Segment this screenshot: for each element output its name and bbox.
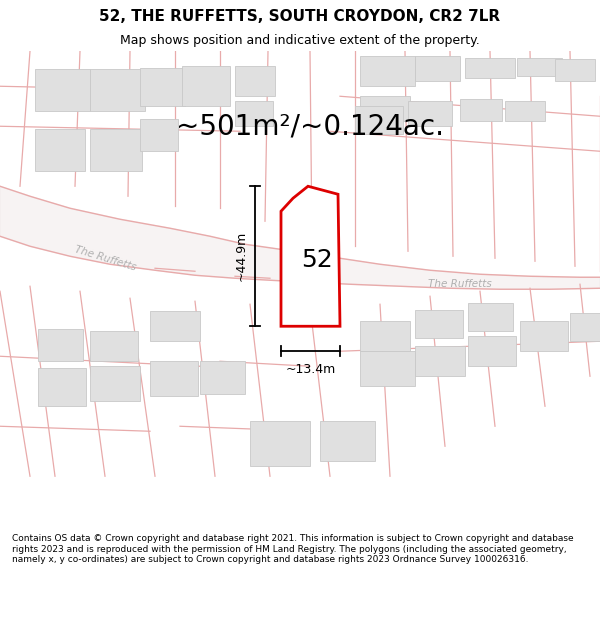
Bar — [555, 59, 595, 81]
Text: 52: 52 — [301, 248, 333, 272]
Text: ~13.4m: ~13.4m — [286, 362, 335, 376]
Bar — [235, 101, 273, 126]
Bar — [360, 321, 410, 351]
Bar — [468, 303, 513, 331]
Bar — [140, 119, 178, 151]
Text: 52, THE RUFFETTS, SOUTH CROYDON, CR2 7LR: 52, THE RUFFETTS, SOUTH CROYDON, CR2 7LR — [100, 9, 500, 24]
Bar — [150, 311, 200, 341]
Bar — [90, 366, 140, 401]
Bar — [415, 56, 460, 81]
Bar — [505, 101, 545, 121]
Bar — [408, 101, 452, 126]
Text: Contains OS data © Crown copyright and database right 2021. This information is : Contains OS data © Crown copyright and d… — [12, 534, 574, 564]
Bar — [150, 361, 198, 396]
Bar — [182, 66, 230, 106]
Bar — [140, 68, 185, 106]
Polygon shape — [281, 186, 340, 326]
Text: The Ruffetts: The Ruffetts — [73, 244, 137, 272]
Bar — [35, 129, 85, 171]
Bar — [468, 336, 516, 366]
Bar — [415, 346, 465, 376]
Bar — [35, 69, 90, 111]
Text: ~44.9m: ~44.9m — [235, 231, 248, 281]
Bar — [360, 351, 415, 386]
Bar — [570, 313, 600, 341]
Bar — [90, 129, 142, 171]
Bar — [360, 56, 415, 86]
Bar — [235, 66, 275, 96]
Bar — [465, 58, 515, 78]
Text: The Ruffetts: The Ruffetts — [428, 279, 492, 289]
Bar — [38, 368, 86, 406]
Bar — [415, 310, 463, 338]
Polygon shape — [0, 186, 310, 282]
Bar — [520, 321, 568, 351]
Text: Map shows position and indicative extent of the property.: Map shows position and indicative extent… — [120, 34, 480, 47]
Bar — [355, 106, 403, 134]
Bar — [38, 329, 83, 361]
Bar — [517, 58, 562, 76]
Bar — [90, 331, 138, 361]
Bar — [460, 99, 502, 121]
Bar — [320, 421, 375, 461]
Bar — [90, 69, 145, 111]
Polygon shape — [310, 254, 600, 289]
Bar — [250, 421, 310, 466]
Bar — [200, 361, 245, 394]
Bar — [360, 96, 410, 121]
Text: ~501m²/~0.124ac.: ~501m²/~0.124ac. — [176, 112, 444, 140]
